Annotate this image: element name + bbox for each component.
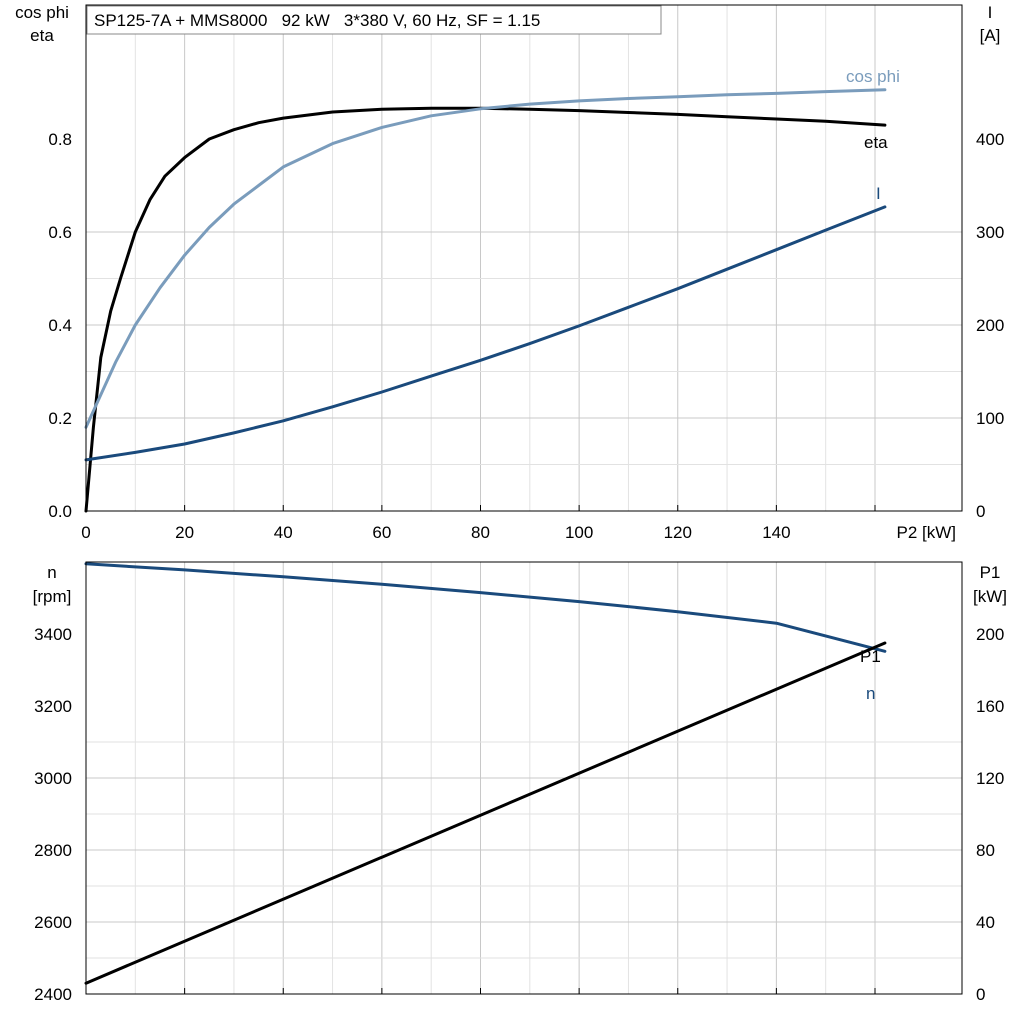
bottom-right-tick-label: 120: [976, 769, 1004, 788]
bottom-right-axis-title-2: [kW]: [973, 587, 1007, 606]
top-left-tick-labels: 0.0 0.2 0.4 0.6 0.8: [48, 130, 72, 521]
top-right-axis-title-2: [A]: [980, 26, 1001, 45]
bottom-right-tick-label: 80: [976, 841, 995, 860]
bottom-left-tick-label: 3400: [34, 625, 72, 644]
top-left-tick-label: 0.6: [48, 223, 72, 242]
bottom-right-tick-label: 0: [976, 985, 985, 1004]
p1-series-line: [84, 641, 887, 985]
top-left-tick-label: 0.2: [48, 409, 72, 428]
n-series-line: [84, 562, 887, 653]
bottom-right-tick-label: 40: [976, 913, 995, 932]
eta-series-line: [84, 106, 887, 513]
bottom-left-tick-label: 2600: [34, 913, 72, 932]
bottom-left-tick-label: 3200: [34, 697, 72, 716]
top-chart-panel: 0 20 40 60 80 100 120 140 0.0 0.2 0.4 0.6 0.8 0 100 2…: [15, 3, 1004, 542]
top-plot-frame: [85, 4, 963, 512]
cos-phi-series-label: cos phi: [846, 67, 900, 86]
top-right-tick-label: 300: [976, 223, 1004, 242]
bottom-plot-frame: [85, 561, 963, 995]
chart-title-box: [86, 5, 662, 35]
bottom-left-tick-label: 2800: [34, 841, 72, 860]
top-x-tick-label: 20: [175, 523, 194, 542]
top-grid: [85, 5, 962, 511]
top-x-tick-label: 40: [274, 523, 293, 542]
bottom-left-axis-title-2: [rpm]: [33, 587, 72, 606]
current-series-label: I: [876, 184, 881, 203]
top-x-tick-label: 0: [81, 523, 90, 542]
top-x-tick-label: 100: [565, 523, 593, 542]
top-x-tick-labels: 0 20 40 60 80 100 120 140: [81, 523, 790, 542]
top-right-axis-title-1: I: [988, 3, 993, 22]
i-series-line: [84, 205, 887, 462]
p1-series-label: P1: [860, 647, 881, 666]
top-left-axis-title-2: eta: [30, 26, 54, 45]
bottom-right-tick-label: 160: [976, 697, 1004, 716]
top-x-tick-label: 80: [471, 523, 490, 542]
top-x-tick-label: 120: [664, 523, 692, 542]
top-x-axis-title: P2 [kW]: [896, 523, 956, 542]
top-left-tick-label: 0.0: [48, 502, 72, 521]
top-right-tick-label: 400: [976, 130, 1004, 149]
top-right-tick-label: 100: [976, 409, 1004, 428]
bottom-left-tick-label: 3000: [34, 769, 72, 788]
bottom-series: [84, 562, 887, 985]
top-right-tick-label: 200: [976, 316, 1004, 335]
top-right-tick-label: 0: [976, 502, 985, 521]
bottom-left-tick-label: 2400: [34, 985, 72, 1004]
bottom-left-axis-title-1: n: [47, 563, 56, 582]
top-left-tick-label: 0.8: [48, 130, 72, 149]
top-x-tick-label: 140: [762, 523, 790, 542]
cos-phi-series-line: [84, 88, 887, 429]
bottom-right-tick-labels: 0 40 80 120 160 200: [976, 625, 1004, 1004]
top-series: [84, 88, 887, 513]
bottom-grid: [85, 562, 962, 994]
top-left-tick-label: 0.4: [48, 316, 72, 335]
speed-series-label: n: [866, 684, 875, 703]
top-left-axis-title-1: cos phi: [15, 3, 69, 22]
top-right-tick-labels: 0 100 200 300 400: [976, 130, 1004, 521]
eta-series-label: eta: [864, 133, 888, 152]
bottom-right-axis-title-1: P1: [980, 563, 1001, 582]
bottom-left-tick-labels: 2400 2600 2800 3000 3200 3400: [34, 625, 72, 1004]
chart-title: SP125-7A + MMS8000 92 kW 3*380 V, 60 Hz,…: [94, 11, 540, 30]
bottom-right-tick-label: 200: [976, 625, 1004, 644]
top-x-tick-label: 60: [372, 523, 391, 542]
